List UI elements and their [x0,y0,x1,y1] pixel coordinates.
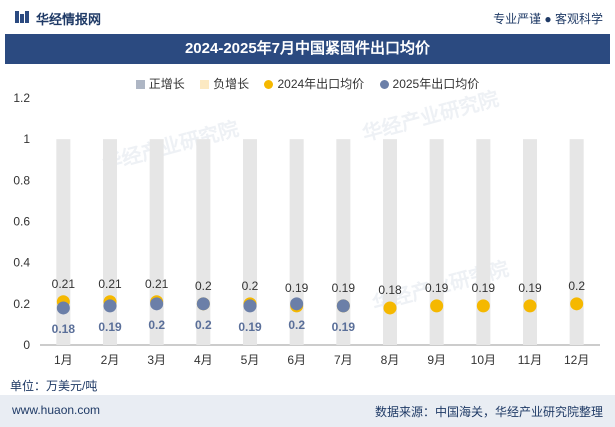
x-tick-label: 9月 [427,353,446,367]
data-label-2024: 0.19 [425,281,449,295]
y-tick-label: 1 [23,132,30,146]
x-tick-label: 12月 [564,353,589,367]
x-tick-label: 2月 [101,353,120,367]
data-label-2025: 0.19 [238,320,262,334]
point-2025 [150,297,164,311]
y-tick-label: 0.8 [13,173,30,187]
data-label-2024: 0.2 [195,279,212,293]
logo-icon [15,11,29,23]
x-tick-label: 5月 [241,353,260,367]
y-tick-label: 0.6 [13,215,30,229]
bar [429,139,444,345]
bar [56,139,71,345]
legend-2024: 2024年出口均价 [264,75,364,92]
data-label-2024: 0.2 [242,279,259,293]
point-2024 [523,299,537,313]
bar [383,139,397,345]
bar [289,139,304,345]
y-tick-label: 0.2 [13,297,30,311]
bar [336,139,351,345]
data-label-2024: 0.19 [332,281,356,295]
x-tick-label: 10月 [471,353,496,367]
data-label-2025: 0.2 [148,318,165,332]
bar [103,139,117,345]
x-tick-label: 4月 [194,353,213,367]
data-label-2025: 0.19 [332,320,356,334]
chart-title: 2024-2025年7月中国紧固件出口均价 [184,40,431,57]
legend-positive: 正增长 [135,75,185,92]
data-source: 数据来源：中国海关，华经产业研究院整理 [374,405,603,419]
x-tick-label: 8月 [381,353,400,367]
point-2025 [243,299,257,313]
y-tick-label: 0 [23,338,30,352]
point-2024 [430,299,444,313]
point-2025 [336,299,350,313]
point-2024 [383,301,397,315]
point-2024 [570,297,584,311]
data-label-2025: 0.19 [98,320,122,334]
top-bar: 华经情报网 专业严谨 ● 客观科学 [0,0,615,34]
point-2025 [196,297,210,311]
title-bar: 2024-2025年7月中国紧固件出口均价 [5,34,610,64]
chart-legend: 正增长 负增长 2024年出口均价 2025年出口均价 [0,75,615,95]
unit-label: 单位：万美元/吨 [10,379,98,393]
bar [196,139,211,345]
x-tick-label: 11月 [518,353,542,367]
data-label-2024: 0.21 [52,277,76,291]
data-label-2024: 0.21 [98,277,122,291]
chart-plot: 0 0.2 0.4 0.6 0.8 1 1.2 1月 2月 3月 4月 5月 6月 7月 8月 9月 10月 11… [13,91,600,367]
tagline: 专业严谨 ● 客观科学 [493,12,603,26]
point-2024 [476,299,490,313]
point-2025 [103,299,117,313]
point-2025 [290,297,304,311]
bar [569,139,584,345]
footer: www.huaon.com 数据来源：中国海关，华经产业研究院整理 [0,395,615,427]
y-tick-label: 0.4 [13,256,30,270]
point-2025 [56,301,70,315]
data-label-2025: 0.2 [288,318,305,332]
x-tick-label: 7月 [334,353,353,367]
data-label-2024: 0.19 [285,281,309,295]
bar [476,139,491,345]
data-label-2025: 0.2 [195,318,212,332]
data-label-2024: 0.2 [568,279,585,293]
brand-name: 华经情报网 [36,12,102,27]
legend-2025: 2025年出口均价 [379,75,479,92]
data-label-2025: 0.18 [52,322,76,336]
data-label-2024: 0.19 [472,281,496,295]
data-label-2024: 0.21 [145,277,169,291]
bar [523,139,537,345]
x-tick-label: 3月 [147,353,166,367]
x-tick-label: 1月 [54,353,73,367]
y-tick-label: 1.2 [13,91,30,105]
data-label-2024: 0.19 [518,281,542,295]
site-url: www.huaon.com [12,403,101,417]
x-tick-label: 6月 [287,353,306,367]
data-label-2024: 0.18 [378,283,402,297]
legend-negative: 负增长 [200,75,249,92]
bar [149,139,164,345]
bar [243,139,257,345]
